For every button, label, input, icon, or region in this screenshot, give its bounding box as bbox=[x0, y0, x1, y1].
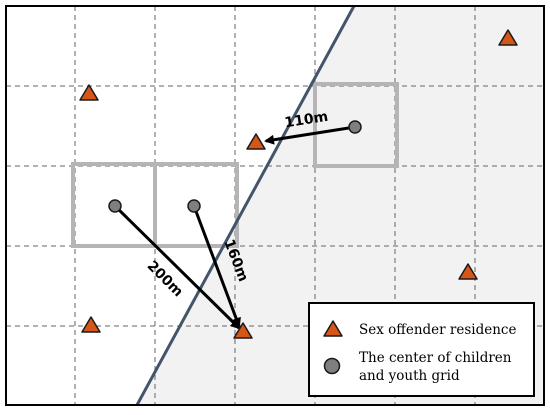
arrow-160m bbox=[192, 205, 241, 328]
offender-residences bbox=[79, 29, 518, 339]
legend-label-grid-center-line2: and youth grid bbox=[359, 368, 460, 384]
distance-arrows bbox=[113, 125, 356, 330]
arrow-110m bbox=[264, 125, 356, 145]
legend-triangle-icon bbox=[323, 320, 343, 337]
distance-label-110m: 110m bbox=[283, 109, 329, 132]
highlight-cell bbox=[153, 162, 239, 248]
arrow-200m bbox=[113, 204, 241, 330]
grid-center-circle-icon bbox=[187, 199, 201, 213]
legend: Sex offender residence The center of chi… bbox=[308, 302, 535, 397]
legend-circle-icon bbox=[323, 357, 341, 375]
distance-label-200m: 200m bbox=[144, 258, 186, 300]
grid-center-circle-icon bbox=[348, 120, 362, 134]
legend-label-residence: Sex offender residence bbox=[359, 322, 517, 338]
residence-triangle-icon bbox=[246, 133, 266, 150]
residence-triangle-icon bbox=[458, 263, 478, 280]
grid-center-circle-icon bbox=[108, 199, 122, 213]
highlighted-cells bbox=[71, 82, 399, 248]
legend-box bbox=[308, 302, 535, 397]
residence-triangle-icon bbox=[81, 316, 101, 333]
grid-centers bbox=[108, 120, 362, 213]
highlight-cell bbox=[313, 82, 399, 168]
boundary-line bbox=[135, 5, 356, 406]
diagram-frame bbox=[5, 5, 545, 406]
residence-triangle-icon bbox=[498, 29, 518, 46]
legend-label-grid-center-line1: The center of children bbox=[359, 350, 512, 366]
residence-triangle-icon bbox=[79, 84, 99, 101]
residence-triangle-icon bbox=[233, 322, 253, 339]
